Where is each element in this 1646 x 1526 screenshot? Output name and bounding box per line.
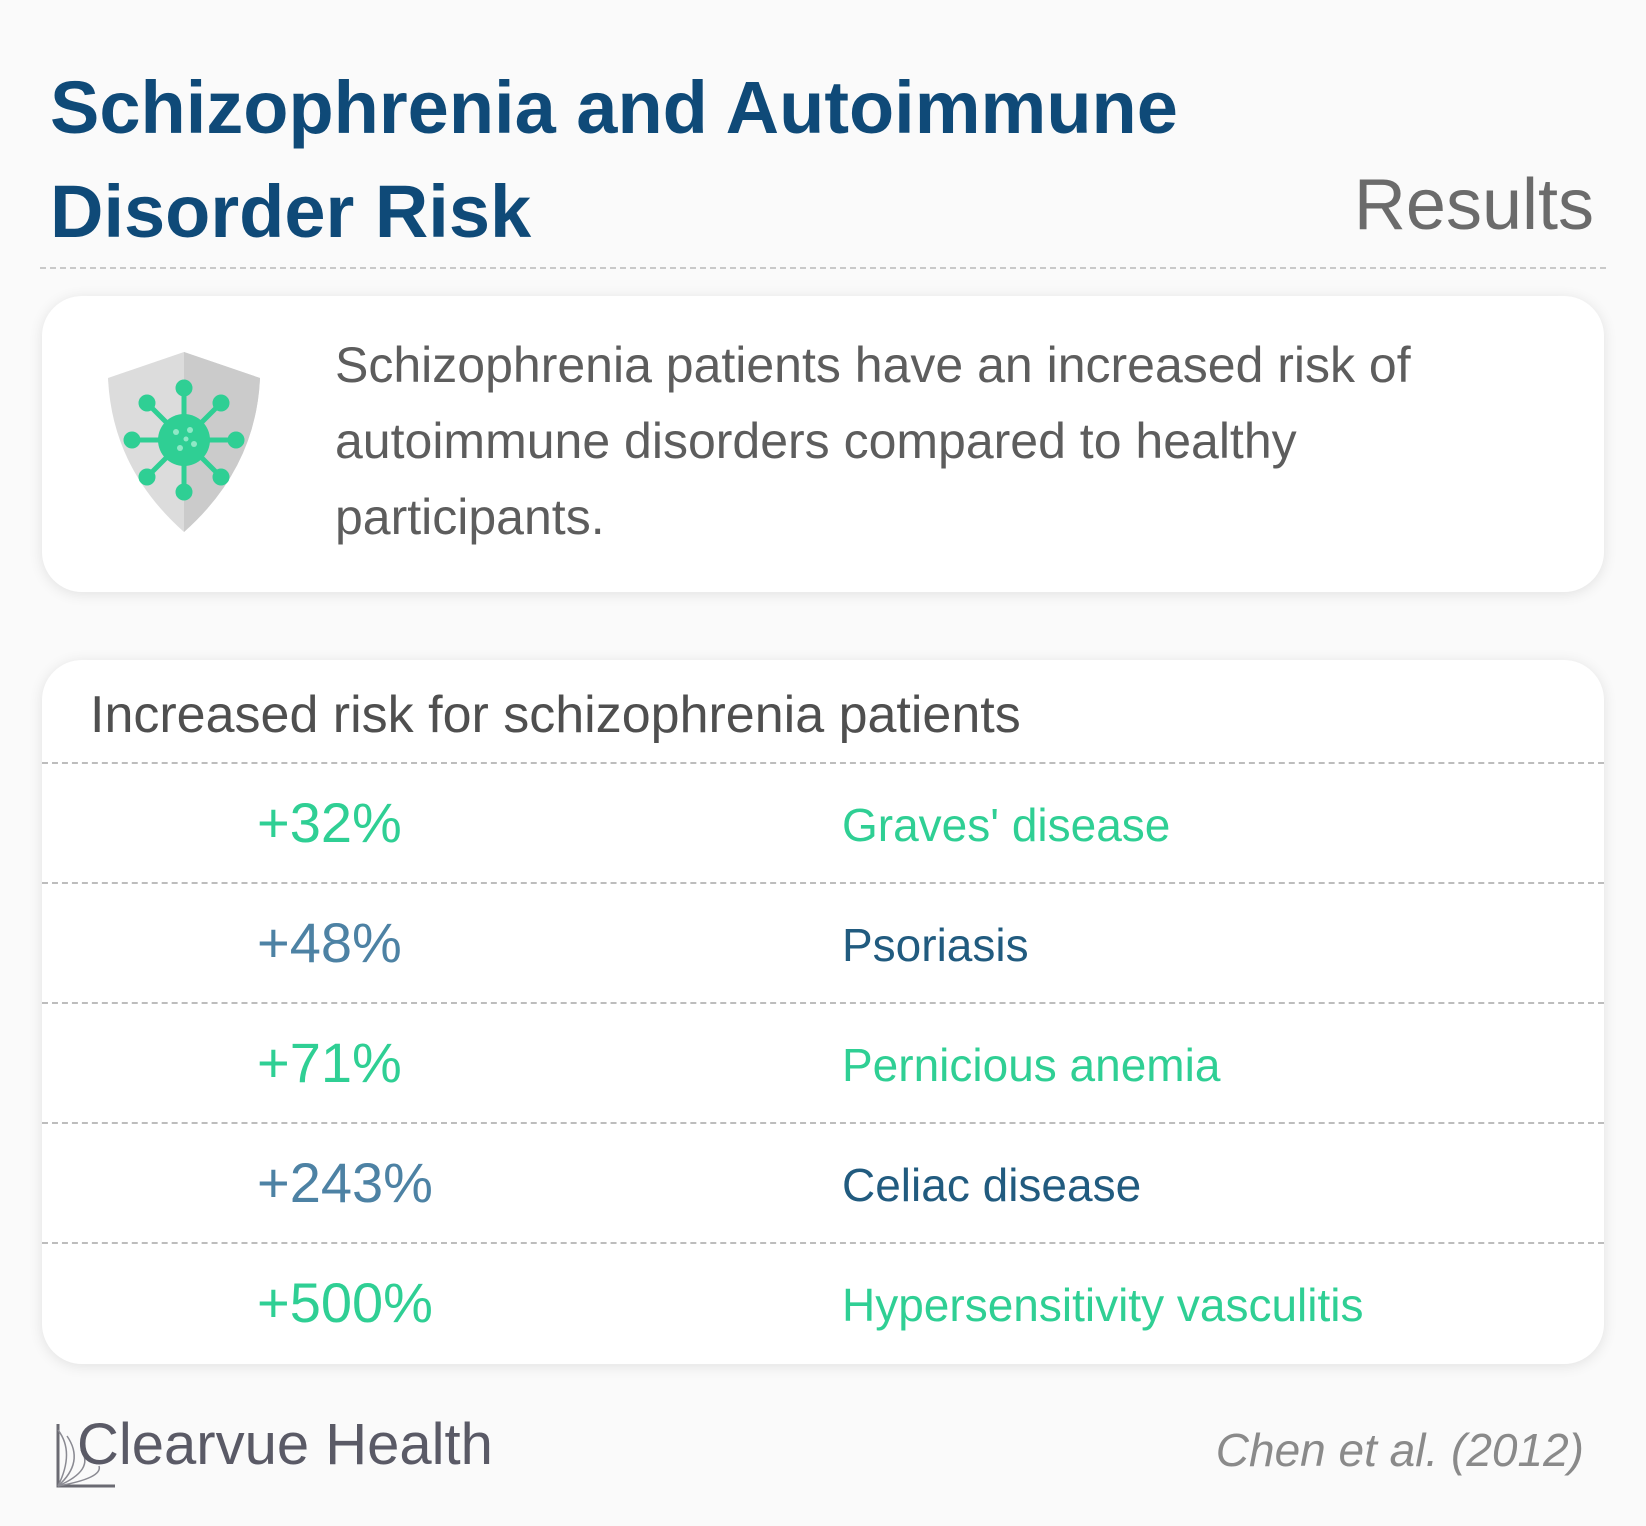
brand-logo-icon — [56, 1424, 115, 1488]
risk-table-rows: +32% Graves' disease +48% Psoriasis +71%… — [42, 764, 1604, 1362]
risk-increase-value: +243% — [257, 1151, 433, 1214]
table-row: +48% Psoriasis — [42, 884, 1604, 1004]
table-row: +500% Hypersensitivity vasculitis — [42, 1244, 1604, 1362]
header-divider — [40, 267, 1606, 269]
table-row: +243% Celiac disease — [42, 1124, 1604, 1244]
section-label: Results — [1353, 165, 1594, 245]
summary-card — [42, 296, 1604, 592]
disorder-name: Hypersensitivity vasculitis — [842, 1279, 1364, 1331]
risk-table-card: Increased risk for schizophrenia patient… — [42, 660, 1604, 1364]
disorder-name: Pernicious anemia — [842, 1039, 1221, 1091]
risk-increase-value: +500% — [257, 1271, 433, 1334]
disorder-name: Celiac disease — [842, 1159, 1142, 1211]
page-title: Schizophrenia and Autoimmune Disorder Ri… — [50, 66, 1178, 253]
table-heading: Increased risk for schizophrenia patient… — [90, 686, 1021, 744]
risk-increase-value: +48% — [257, 911, 402, 974]
disorder-name: Graves' disease — [842, 799, 1171, 851]
summary-text: Schizophrenia patients have an increased… — [335, 337, 1411, 545]
citation: Chen et al. (2012) — [1215, 1424, 1584, 1476]
risk-increase-value: +32% — [257, 791, 402, 854]
table-row: +32% Graves' disease — [42, 764, 1604, 884]
risk-increase-value: +71% — [257, 1031, 402, 1094]
brand-name: Clearvue Health — [77, 1412, 493, 1477]
shield-virus-icon — [108, 352, 260, 532]
table-row: +71% Pernicious anemia — [42, 1004, 1604, 1124]
table-heading-divider — [42, 762, 1604, 764]
disorder-name: Psoriasis — [842, 919, 1029, 971]
